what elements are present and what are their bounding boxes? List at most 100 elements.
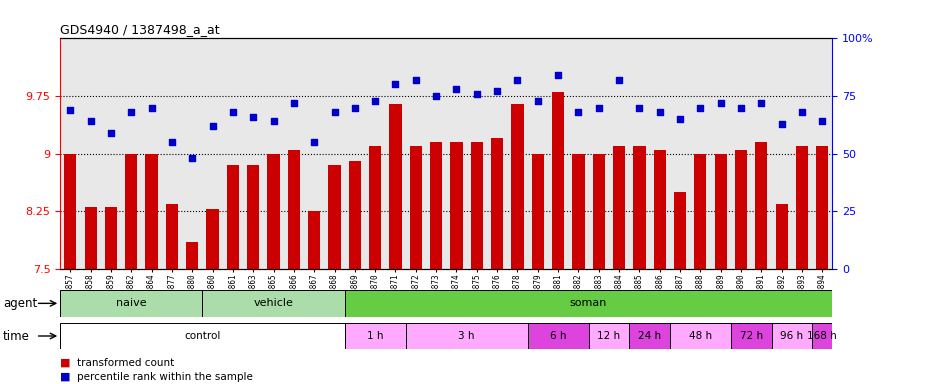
Bar [186, 242, 198, 269]
Bar [613, 146, 625, 269]
Bar [593, 154, 605, 269]
Bar [491, 138, 503, 269]
Text: 6 h: 6 h [549, 331, 566, 341]
Text: control: control [184, 331, 220, 341]
Point [632, 104, 647, 111]
Text: 96 h: 96 h [781, 331, 804, 341]
Bar [288, 150, 300, 269]
Bar [527, 323, 588, 349]
Text: 24 h: 24 h [638, 331, 661, 341]
Bar [105, 207, 117, 269]
Bar [369, 146, 381, 269]
Bar [695, 154, 707, 269]
Bar [349, 161, 361, 269]
Text: 3 h: 3 h [459, 331, 475, 341]
Point [104, 130, 118, 136]
Point [530, 98, 545, 104]
Bar [84, 207, 97, 269]
Text: ■: ■ [60, 372, 70, 382]
Point [734, 104, 748, 111]
Point [429, 93, 444, 99]
Bar [206, 209, 218, 269]
Bar [674, 192, 686, 269]
Text: 72 h: 72 h [740, 331, 763, 341]
Text: percentile rank within the sample: percentile rank within the sample [77, 372, 253, 382]
Point [348, 104, 363, 111]
Point [591, 104, 606, 111]
Bar [512, 104, 524, 269]
Bar [715, 154, 727, 269]
Bar [430, 142, 442, 269]
Point [388, 81, 403, 88]
Bar [573, 154, 585, 269]
Point [63, 107, 78, 113]
Bar [670, 323, 731, 349]
Point [144, 104, 159, 111]
Text: vehicle: vehicle [253, 298, 293, 308]
Bar [532, 154, 544, 269]
Point [489, 88, 504, 94]
Point [652, 109, 667, 115]
Text: transformed count: transformed count [77, 358, 174, 368]
Point [409, 77, 424, 83]
Bar [247, 165, 259, 269]
Point [713, 100, 728, 106]
Point [246, 114, 261, 120]
Bar [345, 290, 832, 317]
Point [672, 116, 687, 122]
Bar [64, 154, 77, 269]
Bar [308, 211, 320, 269]
Bar [816, 146, 829, 269]
Text: 168 h: 168 h [808, 331, 837, 341]
Bar [771, 323, 812, 349]
Bar [796, 146, 808, 269]
Bar [775, 204, 788, 269]
Bar [812, 323, 832, 349]
Bar [755, 142, 768, 269]
Bar [60, 323, 345, 349]
Bar [125, 154, 138, 269]
Bar [629, 323, 670, 349]
Point [368, 98, 383, 104]
Point [449, 86, 463, 92]
Point [693, 104, 708, 111]
Bar [389, 104, 401, 269]
Text: 12 h: 12 h [598, 331, 621, 341]
Point [815, 118, 830, 124]
Bar [267, 154, 279, 269]
Bar [735, 150, 747, 269]
Point [307, 139, 322, 145]
Text: time: time [3, 329, 30, 343]
Point [571, 109, 586, 115]
Point [754, 100, 769, 106]
Point [287, 100, 302, 106]
Bar [328, 165, 340, 269]
Bar [145, 154, 157, 269]
Text: GDS4940 / 1387498_a_at: GDS4940 / 1387498_a_at [60, 23, 220, 36]
Point [185, 155, 200, 161]
Point [83, 118, 98, 124]
Bar [588, 323, 629, 349]
Bar [634, 146, 646, 269]
Bar [227, 165, 239, 269]
Bar [654, 150, 666, 269]
Point [611, 77, 626, 83]
Bar [552, 92, 564, 269]
Point [205, 123, 220, 129]
Bar [203, 290, 345, 317]
Point [795, 109, 809, 115]
Point [266, 118, 281, 124]
Bar [471, 142, 483, 269]
Point [550, 72, 565, 78]
Bar [166, 204, 178, 269]
Bar [406, 323, 527, 349]
Bar [410, 146, 422, 269]
Point [226, 109, 240, 115]
Point [510, 77, 524, 83]
Bar [60, 290, 203, 317]
Point [124, 109, 139, 115]
Bar [450, 142, 462, 269]
Point [774, 121, 789, 127]
Text: 48 h: 48 h [689, 331, 712, 341]
Bar [345, 323, 406, 349]
